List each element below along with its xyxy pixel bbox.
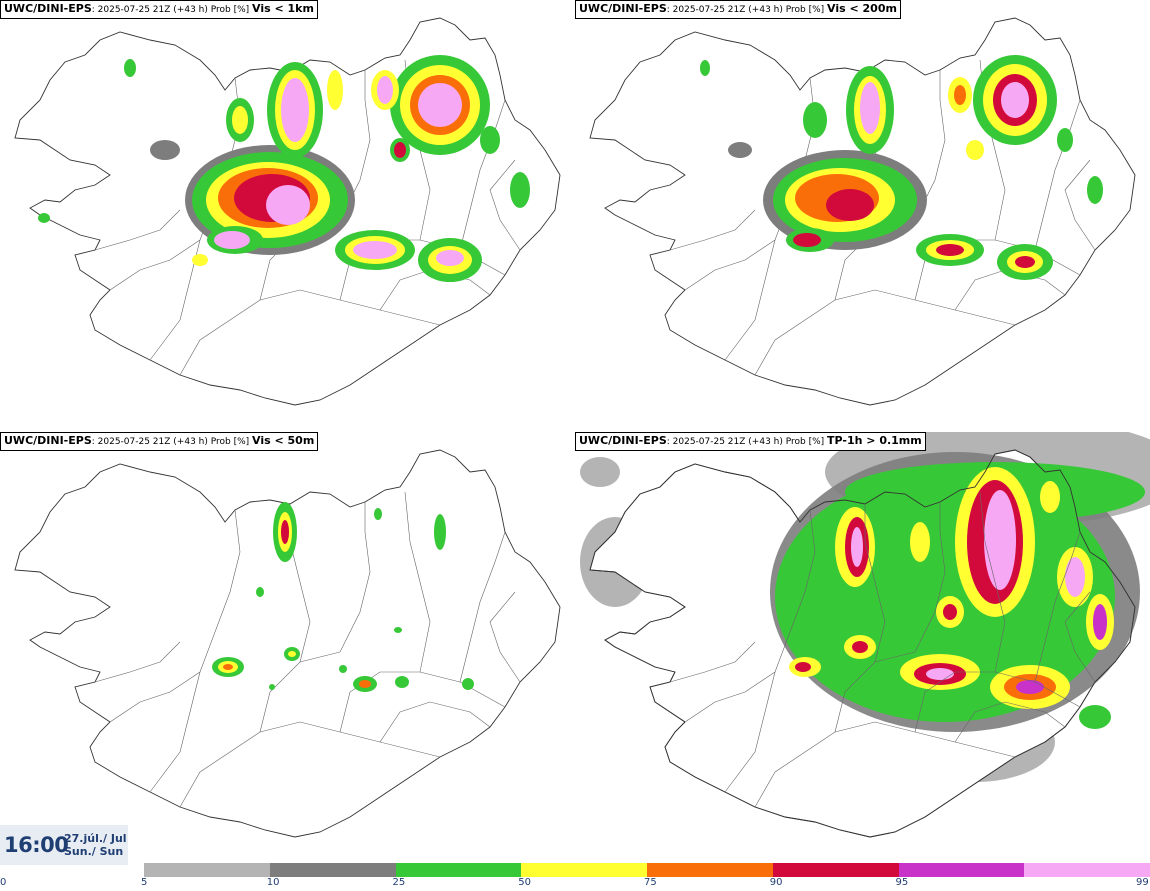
- prob-field-tp-1h: [770, 452, 1145, 732]
- colorbar-segment: [521, 863, 647, 877]
- threshold-label: TP-1h > 0.1mm: [827, 434, 922, 447]
- colorbar-tick-label: 50: [518, 877, 531, 888]
- colorbar-tick-label: 95: [895, 877, 909, 888]
- run-info: : 2025-07-25 21Z (+43 h) Prob [%]: [666, 5, 828, 15]
- colorbar-tick-label: 25: [392, 877, 406, 888]
- run-info: : 2025-07-25 21Z (+43 h) Prob [%]: [666, 437, 828, 447]
- colorbar-tick-label: 10: [266, 877, 280, 888]
- valid-date: 27.júl./ Jul: [64, 832, 127, 845]
- colorbar-segment: [898, 863, 1025, 877]
- threshold-label: Vis < 200m: [827, 2, 897, 15]
- panel-title: UWC/DINI-EPS: 2025-07-25 21Z (+43 h) Pro…: [0, 0, 318, 19]
- colorbar-segment: [395, 863, 522, 877]
- colorbar-segment: [772, 863, 899, 877]
- colorbar-segment: [144, 863, 270, 877]
- model-name: UWC/DINI-EPS: [4, 2, 92, 15]
- colorbar-tick-label: 90: [769, 877, 783, 888]
- colorbar-segment: [647, 863, 773, 877]
- model-name: UWC/DINI-EPS: [579, 434, 667, 447]
- panel-title: UWC/DINI-EPS: 2025-07-25 21Z (+43 h) Pro…: [0, 432, 319, 451]
- prob-field-vis-200m: [700, 55, 1103, 280]
- model-name: UWC/DINI-EPS: [4, 434, 92, 447]
- colorbar-segment: [1024, 863, 1150, 877]
- colorbar-tick-label: 75: [644, 877, 657, 888]
- run-info: : 2025-07-25 21Z (+43 h) Prob [%]: [91, 5, 253, 15]
- valid-weekday: Sun./ Sun: [64, 845, 124, 858]
- map-panel-tp-1h: UWC/DINI-EPS: 2025-07-25 21Z (+43 h) Pro…: [575, 432, 1150, 864]
- colorbar-tick-label: 99: [1136, 877, 1149, 888]
- run-info: : 2025-07-25 21Z (+43 h) Prob [%]: [91, 437, 253, 447]
- valid-time-box: 16:00 27.júl./ Jul Sun./ Sun: [0, 825, 128, 865]
- threshold-label: Vis < 50m: [252, 434, 315, 447]
- colorbar-tick-label: 5: [141, 877, 148, 888]
- prob-field-vis-50m: [212, 502, 474, 692]
- valid-time: 16:00: [4, 833, 69, 857]
- panel-title: UWC/DINI-EPS: 2025-07-25 21Z (+43 h) Pro…: [575, 0, 901, 19]
- colorbar-tick-label: 0: [0, 877, 7, 888]
- colorbar-segment: [269, 863, 396, 877]
- map-panel-vis-50m: UWC/DINI-EPS: 2025-07-25 21Z (+43 h) Pro…: [0, 432, 575, 864]
- prob-field-vis-1km: [38, 55, 530, 282]
- map-panel-vis-200m: UWC/DINI-EPS: 2025-07-25 21Z (+43 h) Pro…: [575, 0, 1150, 432]
- threshold-label: Vis < 1km: [252, 2, 314, 15]
- model-name: UWC/DINI-EPS: [579, 2, 667, 15]
- probability-colorbar: [144, 863, 1150, 877]
- panel-title: UWC/DINI-EPS: 2025-07-25 21Z (+43 h) Pro…: [575, 432, 926, 451]
- map-panel-vis-1km: UWC/DINI-EPS: 2025-07-25 21Z (+43 h) Pro…: [0, 0, 575, 432]
